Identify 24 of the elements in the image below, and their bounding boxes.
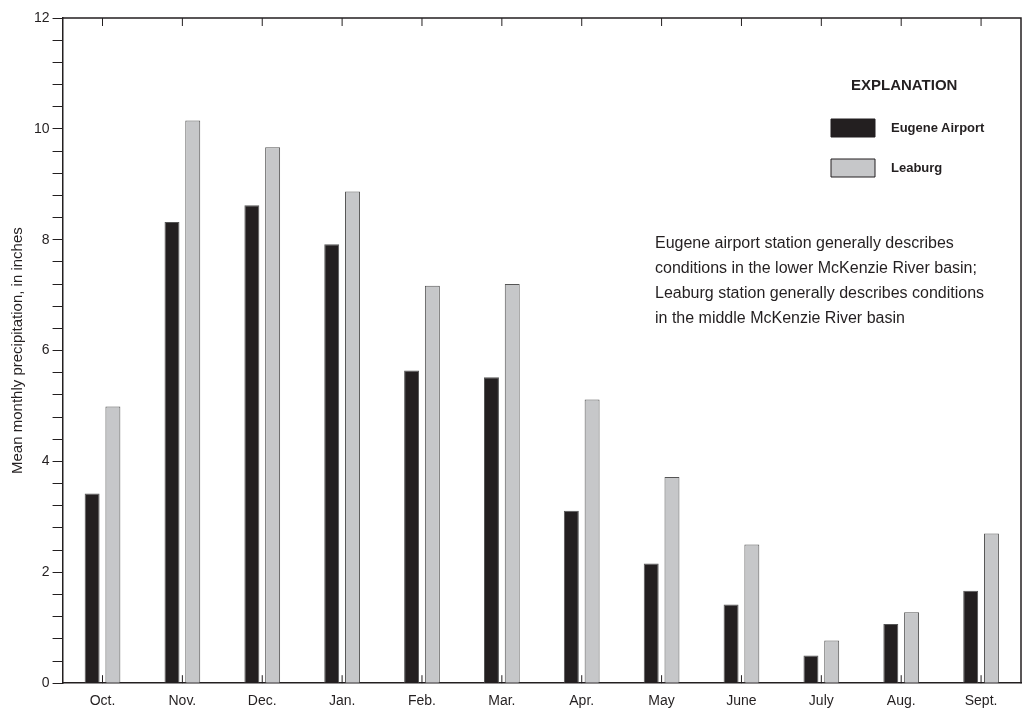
y-tick-label: 6	[41, 341, 50, 358]
x-tick-label: Apr.	[569, 692, 595, 709]
legend-title: EXPLANATION	[851, 76, 958, 94]
x-tick-label: Feb.	[407, 692, 436, 709]
x-tick-label: June	[726, 692, 757, 709]
x-tick-label: Jan.	[328, 692, 356, 709]
y-tick-label: 12	[33, 8, 50, 25]
x-tick-label: Sept.	[964, 692, 998, 709]
x-tick-label: Oct.	[89, 692, 116, 709]
x-tick-label: Dec.	[247, 692, 277, 709]
legend-label: Leaburg	[891, 159, 943, 175]
y-tick-label: 0	[41, 674, 50, 691]
y-tick-label: 2	[41, 563, 50, 580]
x-tick-label: Mar.	[488, 692, 516, 709]
x-tick-label: Aug.	[886, 692, 916, 709]
y-tick-label: 8	[41, 230, 50, 247]
x-tick-label: May	[648, 692, 675, 709]
y-tick-label: 4	[41, 452, 50, 469]
y-tick-label: 10	[33, 119, 50, 136]
x-tick-label: Nov.	[168, 692, 197, 709]
y-axis-title: Mean monthly precipitation, in inches	[8, 227, 26, 474]
x-tick-label: July	[808, 692, 834, 709]
legend-label: Eugene Airport	[891, 119, 986, 135]
annotation: Eugene airport station generally describes conditions in the lower McKenzie River basin; Leaburg station generally describes conditions in the middle McKenzie River basin	[655, 233, 985, 328]
